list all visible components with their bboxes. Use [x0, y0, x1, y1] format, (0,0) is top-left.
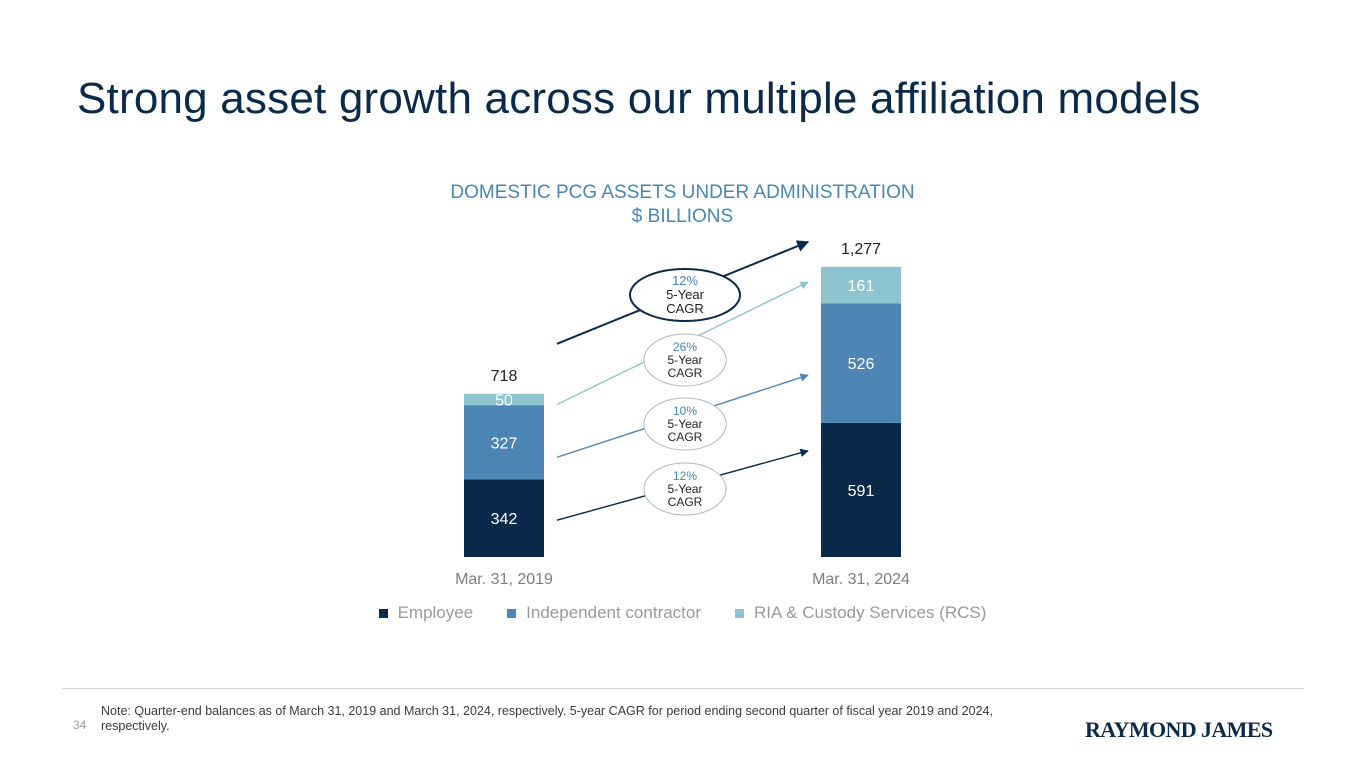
- x-tick-label: Mar. 31, 2024: [812, 571, 910, 588]
- bar-segment: [464, 405, 544, 480]
- cagr-label: CAGR: [668, 430, 703, 444]
- cagr-label: CAGR: [668, 366, 703, 380]
- cagr-percent: 12%: [672, 273, 698, 288]
- page-title: Strong asset growth across our multiple …: [77, 74, 1201, 123]
- bar-segment: [821, 303, 901, 423]
- cagr-callout: [643, 462, 727, 516]
- total-label: 718: [491, 368, 518, 385]
- cagr-label: CAGR: [666, 301, 704, 316]
- bar-segment: [464, 393, 544, 406]
- data-label: 526: [848, 356, 875, 373]
- legend-label: RIA & Custody Services (RCS): [754, 603, 987, 622]
- data-label: 327: [491, 435, 518, 452]
- page-number: 34: [73, 718, 87, 732]
- footnote: Note: Quarter-end balances as of March 3…: [101, 704, 993, 733]
- stacked-bar-chart: 342 327 50 718 Mar. 31, 2019 591 526 161 1,277 Ma…: [455, 240, 910, 588]
- legend-item: Independent contractor: [507, 603, 701, 623]
- data-label: 342: [491, 511, 518, 528]
- legend-swatch: [735, 608, 745, 618]
- cagr-label: CAGR: [668, 495, 703, 509]
- cagr-callout: [629, 268, 741, 322]
- x-tick-label: Mar. 31, 2019: [455, 571, 553, 588]
- chart-title: DOMESTIC PCG ASSETS UNDER ADMINISTRATION: [450, 182, 915, 203]
- legend-label: Independent contractor: [526, 603, 702, 622]
- data-label: 50: [495, 392, 513, 409]
- data-label: 591: [848, 483, 875, 500]
- bar-segment: [464, 479, 544, 557]
- cagr-callout: [643, 333, 727, 387]
- cagr-label: 5-Year: [668, 353, 703, 367]
- cagr-label: 5-Year: [666, 287, 704, 302]
- chart-legend: Employee Independent contractor RIA & Cust…: [0, 603, 1365, 623]
- legend-item: RIA & Custody Services (RCS): [735, 603, 986, 623]
- legend-label: Employee: [397, 603, 474, 622]
- legend-swatch: [378, 608, 388, 618]
- cagr-percent: 26%: [673, 340, 697, 354]
- chart-subtitle: $ BILLIONS: [631, 206, 734, 227]
- legend-item: Employee: [378, 603, 474, 623]
- brand-logo: RAYMOND JAMES: [1085, 717, 1273, 742]
- legend-swatch: [507, 608, 517, 618]
- footer-divider: [62, 688, 1304, 689]
- cagr-callout: [643, 397, 727, 451]
- cagr-percent: 12%: [673, 469, 697, 483]
- cagr-label: 5-Year: [668, 482, 703, 496]
- bar-segment: [821, 266, 901, 304]
- cagr-label: 5-Year: [668, 417, 703, 431]
- data-label: 161: [848, 278, 875, 295]
- total-label: 1,277: [841, 241, 881, 258]
- bar-segment: [821, 422, 901, 557]
- cagr-percent: 10%: [673, 404, 697, 418]
